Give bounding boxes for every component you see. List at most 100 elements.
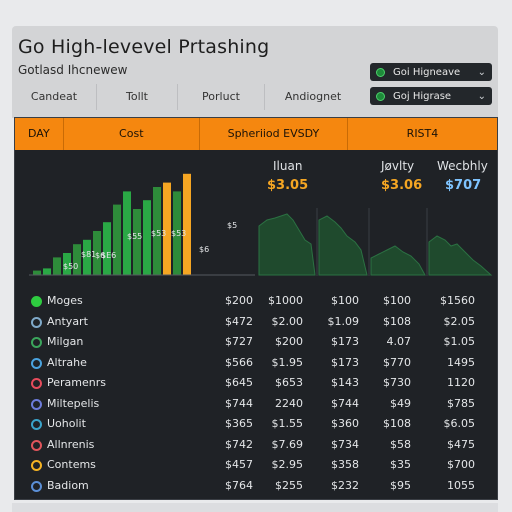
row-value: 4.07 [386,335,412,348]
table-row[interactable]: Peramenrs $645 $653 $143 $730 1120 [15,374,497,394]
bar-label: $E6 [101,251,116,260]
row-value: $1.05 [443,335,476,348]
row-name: Moges [47,294,83,307]
column-header-rist[interactable]: RIST4 [406,127,439,140]
row-value: $744 [225,396,253,410]
row-value: $200 [225,294,253,307]
row-value: $95 [390,478,411,492]
row-value: $200 [275,335,303,348]
row-value: $744 [331,396,359,410]
footer-strip [12,503,498,512]
row-value: $1.55 [271,417,304,430]
row-value: $785 [447,396,475,410]
bar-mark [173,191,181,275]
dropdown-primary[interactable]: Goi Higneave ⌄ [370,63,492,81]
bar-chart [29,173,255,276]
table-row[interactable]: Moges $200 $1000 $100 $100 $1560 [15,292,497,312]
bar-mark [113,204,121,275]
row-value: $100 [383,294,411,307]
filter-candeat[interactable]: Candeat [12,84,97,110]
filter-andiognet[interactable]: Andiognet [284,90,342,103]
column-header-cost[interactable]: Cost [64,118,200,150]
table-row[interactable]: Uoholit $365 $1.55 $360 $108 $6.05 [15,415,497,435]
bar-mark [143,200,151,275]
row-value: $173 [331,355,359,369]
row-value: $7.69 [271,437,304,451]
row-value: $734 [331,437,359,451]
status-dot-icon [376,67,385,77]
table-row[interactable]: Antyart $472 $2.00 $1.09 $108 $2.05 [15,313,497,333]
row-icon [31,357,42,369]
table-row[interactable]: Milgan $727 $200 $173 4.07 $1.05 [15,333,497,353]
bar-mark [33,270,41,275]
page-subtitle: Gotlasd Ihcnewew [18,63,128,77]
filter-porluct[interactable]: Porluct [178,84,265,110]
bar-mark [43,268,51,275]
row-icon [31,316,42,328]
bar-label: $53 [171,229,186,238]
bar-mark [153,187,161,275]
row-value: $100 [331,294,359,307]
row-name: Peramenrs [47,376,106,389]
row-value: $360 [331,417,359,430]
bar-mark [53,257,61,275]
row-value: $1.95 [271,355,304,369]
row-value: $472 [225,314,253,328]
column-header-bar: DAY Cost Spheriiod EVSDY RIST4 [15,118,497,150]
bar-label: $6 [95,251,105,260]
dropdown-secondary-label: Goj Higrase [393,90,452,102]
subhead-wecbhly: Wecbhly [437,159,488,173]
chevron-down-icon: ⌄ [477,90,486,102]
bar-mark [133,209,141,275]
row-value: $58 [390,437,411,451]
row-value: $2.95 [271,458,304,471]
row-value: $255 [275,478,303,492]
bar-mark [103,222,111,275]
row-value: $653 [275,376,303,389]
subhead-iluan: Iluan [273,159,303,173]
filter-tollt[interactable]: Tollt [97,84,178,110]
bar-mark [163,182,171,275]
bar-mark [73,244,81,275]
bar-label: $50 [63,262,78,271]
column-header-day[interactable]: DAY [15,118,64,150]
row-value: $764 [225,478,253,492]
table-row[interactable]: Allnrenis $742 $7.69 $734 $58 $475 [15,436,497,456]
bar-label: $6 [199,245,209,254]
row-value: 1120 [447,376,475,389]
row-value: $727 [225,335,253,348]
bar-mark [183,173,191,275]
status-dot-icon [376,91,385,101]
row-value: $1.09 [327,314,360,328]
column-header-period[interactable]: Spheriiod EVSDY [200,118,348,150]
bar-label-group: $50 $81 $6 $E6 $55 $53 $53 $6 $5 [63,221,237,271]
row-value: $49 [390,396,411,410]
row-value: $6.05 [443,417,476,430]
bar-mark [123,191,131,275]
row-value: $2.05 [443,314,476,328]
row-value: $457 [225,458,253,471]
table-row[interactable]: Badiom $764 $255 $232 $95 1055 [15,477,497,497]
price-jovlty: $3.06 [381,178,423,193]
row-value: $770 [383,355,411,369]
table-row[interactable]: Miltepelis $744 2240 $744 $49 $785 [15,395,497,415]
area-sparkline-4 [428,235,493,276]
row-value: $475 [447,437,475,451]
filter-bar: Candeat Tollt Porluct Andiognet [12,84,362,110]
row-icon [31,480,42,492]
row-value: $232 [331,478,359,492]
row-value: $108 [383,314,411,328]
row-icon [31,337,42,348]
row-value: 1055 [447,478,475,492]
table-row[interactable]: Altrahe $566 $1.95 $173 $770 1495 [15,354,497,374]
row-value: $173 [331,335,359,348]
row-value: $365 [225,417,253,430]
bar-mark [83,239,91,275]
row-value: $730 [383,376,411,389]
row-value: $35 [390,458,411,471]
dropdown-secondary[interactable]: Goj Higrase ⌄ [370,87,492,105]
row-value: $566 [225,355,253,369]
row-value: $2.00 [271,314,304,328]
table-row[interactable]: Contems $457 $2.95 $358 $35 $700 [15,456,497,476]
price-iluan: $3.05 [267,178,309,193]
